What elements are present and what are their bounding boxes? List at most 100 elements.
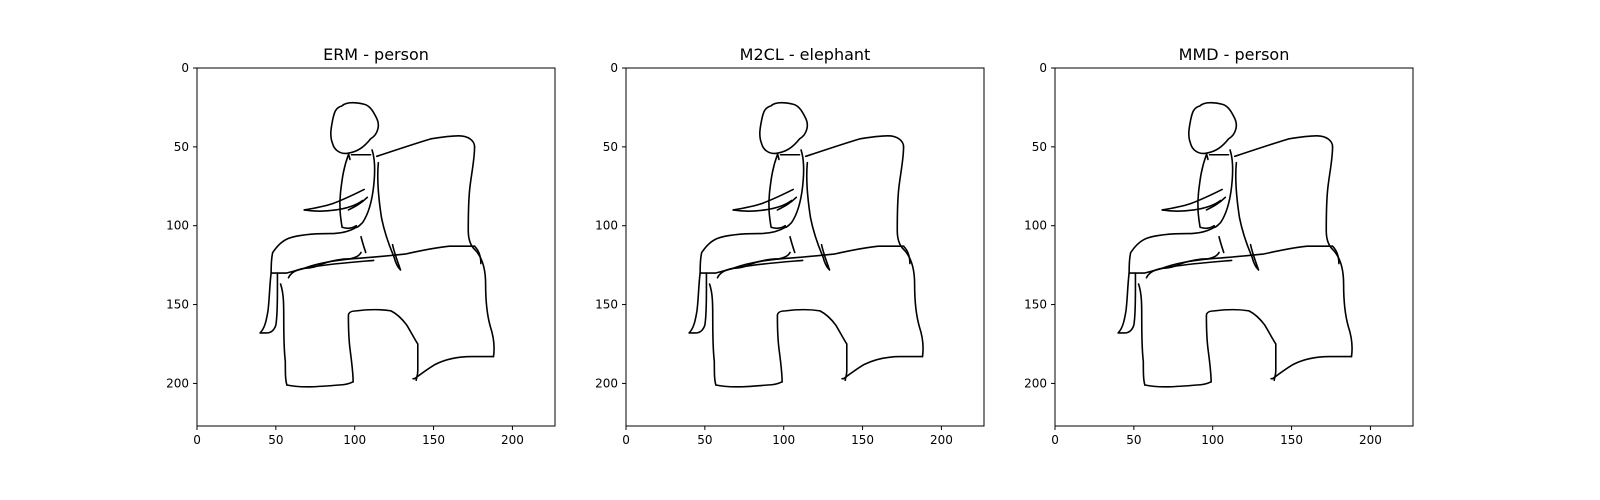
sketch-torso-left bbox=[769, 155, 785, 229]
y-axis: 0 50 100 150 200 bbox=[595, 61, 626, 390]
x-axis: 0 50 100 150 200 bbox=[1051, 426, 1382, 447]
sketch-chair-back-top bbox=[377, 136, 475, 157]
sketch-chair-back-right bbox=[897, 147, 903, 250]
sketch-seat-edge bbox=[1162, 246, 1332, 268]
sketch-shin bbox=[689, 273, 706, 333]
y-tick-label: 200 bbox=[166, 376, 189, 390]
x-tick-label: 200 bbox=[930, 433, 953, 447]
y-tick-label: 100 bbox=[595, 219, 618, 233]
sketch-lap-inner bbox=[1219, 237, 1224, 253]
panel-3: MMD - person 0 50 100 150 200 0 50 100 150 200 bbox=[1024, 45, 1414, 447]
x-tick-label: 100 bbox=[343, 433, 366, 447]
sketch-chair-back-right bbox=[1326, 147, 1332, 250]
sketch-chair-back-inner bbox=[1333, 246, 1339, 263]
sketch-strokes bbox=[260, 103, 494, 387]
sketch-back-of-body bbox=[378, 163, 401, 270]
x-axis: 0 50 100 150 200 bbox=[193, 426, 524, 447]
sketch-leg-gap-left bbox=[348, 310, 417, 382]
sketch-seat-front bbox=[717, 260, 802, 277]
sketch-torso-right bbox=[356, 150, 374, 227]
x-tick-label: 50 bbox=[268, 433, 283, 447]
sketch-chair-back-top bbox=[1235, 136, 1333, 157]
sketch-seat-edge bbox=[304, 246, 474, 268]
sketch-arm-mid bbox=[348, 197, 367, 210]
sketch-torso-left bbox=[1198, 155, 1214, 229]
x-tick-label: 150 bbox=[1280, 433, 1303, 447]
sketch-chair-bottom-left bbox=[287, 382, 353, 387]
sketch-leg-gap-left bbox=[777, 310, 846, 382]
y-axis: 0 50 100 150 200 bbox=[1024, 61, 1055, 390]
sketch-seat-front bbox=[1146, 260, 1231, 277]
y-tick-label: 50 bbox=[174, 140, 189, 154]
sketch-chair-arm-front bbox=[1333, 249, 1353, 356]
panel-2: M2CL - elephant 0 50 100 150 200 0 50 100 150 20… bbox=[595, 45, 985, 447]
sketch-back-of-body bbox=[807, 163, 830, 270]
sketch-shin bbox=[1118, 273, 1135, 333]
sketch-chair-base-right bbox=[842, 357, 922, 379]
y-axis: 0 50 100 150 200 bbox=[166, 61, 197, 390]
sketch-arm-mid bbox=[777, 197, 796, 210]
sketch-chair-back-top bbox=[806, 136, 904, 157]
x-axis: 0 50 100 150 200 bbox=[622, 426, 953, 447]
y-tick-label: 150 bbox=[595, 298, 618, 312]
sketch-lap-inner bbox=[790, 237, 795, 253]
y-tick-label: 100 bbox=[166, 219, 189, 233]
sketch-arm-upper bbox=[304, 189, 364, 210]
sketch-lap-top bbox=[271, 227, 356, 273]
y-tick-label: 0 bbox=[1039, 61, 1047, 75]
axes-frame bbox=[196, 67, 556, 427]
sketch-chair-left-edge bbox=[281, 284, 287, 385]
sketch-back-of-body bbox=[1236, 163, 1259, 270]
sketch-arm-upper bbox=[1162, 189, 1222, 210]
x-tick-label: 200 bbox=[1359, 433, 1382, 447]
sketch-image bbox=[260, 103, 494, 387]
sketch-torso-right bbox=[1214, 150, 1232, 227]
sketch-lap-top bbox=[1129, 227, 1214, 273]
sketch-chair-back-right bbox=[468, 147, 474, 250]
axes-frame bbox=[625, 67, 985, 427]
sketch-arm-lower bbox=[733, 200, 791, 211]
panel-title: M2CL - elephant bbox=[740, 45, 871, 64]
y-tick-label: 0 bbox=[181, 61, 189, 75]
x-tick-label: 50 bbox=[697, 433, 712, 447]
x-tick-label: 200 bbox=[501, 433, 524, 447]
sketch-seat-edge bbox=[733, 246, 903, 268]
sketch-chair-arm-front bbox=[904, 249, 924, 356]
sketch-chair-left-edge bbox=[710, 284, 716, 385]
sketch-arm-lower bbox=[1162, 200, 1220, 211]
y-tick-label: 50 bbox=[603, 140, 618, 154]
panel-title: MMD - person bbox=[1179, 45, 1290, 64]
sketch-arm-mid bbox=[1206, 197, 1225, 210]
y-tick-label: 0 bbox=[610, 61, 618, 75]
sketch-seat-front bbox=[288, 260, 373, 277]
sketch-chair-left-edge bbox=[1139, 284, 1145, 385]
axes-frame bbox=[1054, 67, 1414, 427]
x-tick-label: 0 bbox=[1051, 433, 1059, 447]
sketch-head bbox=[1189, 103, 1237, 154]
panel-1: ERM - person 0 50 100 150 200 0 50 100 150 200 bbox=[166, 45, 556, 447]
sketch-strokes bbox=[689, 103, 923, 387]
sketch-back-branch bbox=[1251, 245, 1259, 270]
sketch-torso-left bbox=[340, 155, 356, 229]
sketch-chair-base-right bbox=[1271, 357, 1351, 379]
sketch-chair-base-right bbox=[413, 357, 493, 379]
sketch-leg-gap-left bbox=[1206, 310, 1275, 382]
x-tick-label: 0 bbox=[193, 433, 201, 447]
sketch-chair-bottom-left bbox=[716, 382, 782, 387]
sketch-chair-arm-front bbox=[475, 249, 495, 356]
x-tick-label: 100 bbox=[772, 433, 795, 447]
sketch-back-branch bbox=[822, 245, 830, 270]
sketch-shin bbox=[260, 273, 277, 333]
sketch-image bbox=[1118, 103, 1352, 387]
sketch-arm-lower bbox=[304, 200, 362, 211]
x-tick-label: 150 bbox=[422, 433, 445, 447]
x-tick-label: 100 bbox=[1201, 433, 1224, 447]
sketch-chair-back-inner bbox=[904, 246, 910, 263]
x-tick-label: 0 bbox=[622, 433, 630, 447]
y-tick-label: 150 bbox=[1024, 298, 1047, 312]
sketch-lap-inner bbox=[361, 237, 366, 253]
x-tick-label: 50 bbox=[1126, 433, 1141, 447]
sketch-image bbox=[689, 103, 923, 387]
y-tick-label: 200 bbox=[1024, 376, 1047, 390]
y-tick-label: 50 bbox=[1032, 140, 1047, 154]
